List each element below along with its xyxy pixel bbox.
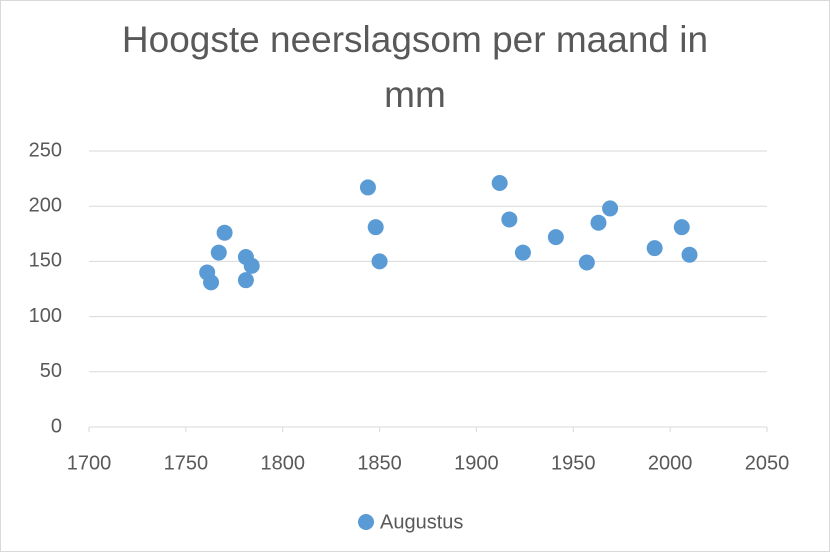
x-tick-label: 1850 (357, 452, 402, 474)
point (646, 240, 663, 257)
y-tick-label: 100 (29, 305, 62, 327)
legend-marker (358, 514, 374, 530)
point (501, 211, 518, 228)
y-tick-label: 200 (29, 194, 62, 216)
legend-label: Augustus (380, 511, 463, 533)
point (514, 244, 531, 261)
point (243, 257, 260, 274)
point (237, 272, 254, 289)
x-tick-label: 2050 (745, 452, 790, 474)
point (681, 246, 698, 263)
chart-title: Hoogste neerslagsom per maand in mm (121, 19, 709, 115)
y-tick-label: 250 (29, 139, 62, 161)
x-tick-label: 1800 (260, 452, 305, 474)
x-tick-label: 1900 (454, 452, 499, 474)
x-tick-label: 1750 (164, 452, 209, 474)
point (359, 179, 376, 196)
point (578, 254, 595, 271)
point (216, 224, 233, 241)
point (547, 229, 564, 246)
point (673, 219, 690, 236)
point (203, 274, 220, 291)
x-tick-label: 1950 (551, 452, 596, 474)
point (367, 219, 384, 236)
point (602, 200, 619, 217)
point (590, 214, 607, 231)
point (210, 244, 227, 261)
point (371, 253, 388, 270)
y-tick-label: 150 (29, 250, 62, 272)
x-tick-label: 1700 (67, 452, 112, 474)
y-tick-label: 0 (51, 415, 62, 437)
y-tick-label: 50 (40, 360, 62, 382)
x-tick-label: 2000 (648, 452, 693, 474)
point (491, 175, 508, 192)
